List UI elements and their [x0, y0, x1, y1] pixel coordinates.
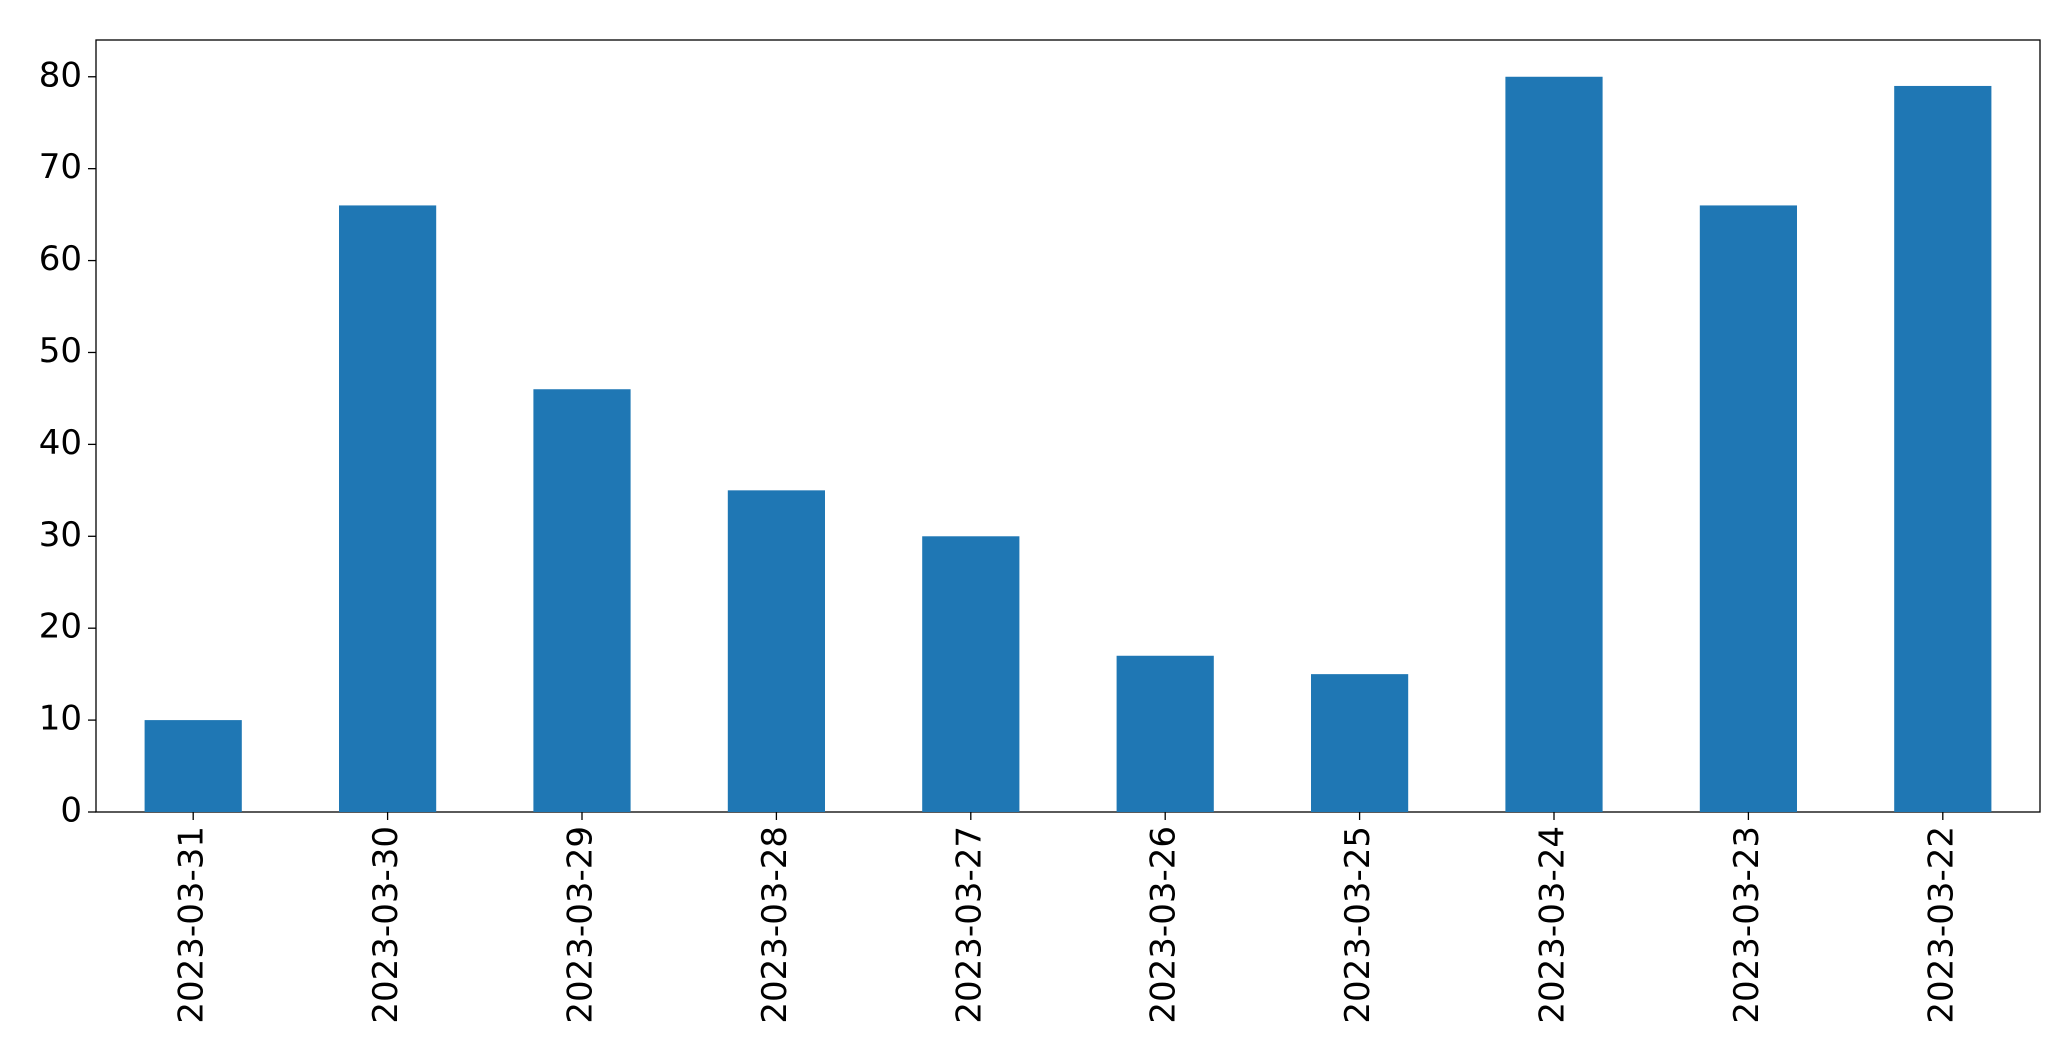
bar [1311, 674, 1409, 812]
plot-frame [95, 39, 2041, 813]
bar [922, 536, 1020, 812]
x-tick-label: 2023-03-27 [949, 826, 989, 1024]
x-tick-label: 2023-03-25 [1338, 826, 1378, 1024]
x-tick-label: 2023-03-23 [1727, 826, 1767, 1024]
bar [144, 720, 242, 812]
x-tick-label: 2023-03-28 [755, 826, 795, 1024]
x-tick-label: 2023-03-29 [561, 826, 601, 1024]
x-tick-label: 2023-03-24 [1533, 826, 1573, 1024]
x-tick-label: 2023-03-31 [172, 826, 212, 1024]
y-tick-label: 10 [39, 699, 82, 739]
bar [1894, 85, 1992, 812]
bar [1699, 205, 1797, 812]
bar [533, 389, 631, 812]
x-tick-label: 2023-03-22 [1921, 826, 1961, 1024]
y-tick-label: 80 [39, 55, 82, 95]
y-tick-label: 20 [39, 607, 82, 647]
y-tick-label: 70 [39, 147, 82, 187]
x-tick-label: 2023-03-26 [1144, 826, 1184, 1024]
y-tick-label: 60 [39, 239, 82, 279]
y-tick-label: 40 [39, 423, 82, 463]
y-tick-label: 0 [60, 791, 82, 831]
x-tick-label: 2023-03-30 [366, 826, 406, 1024]
bar [339, 205, 437, 812]
y-tick-label: 30 [39, 515, 82, 555]
bar [1505, 76, 1603, 812]
y-tick-label: 50 [39, 331, 82, 371]
bar [727, 490, 825, 812]
bar [1116, 655, 1214, 812]
